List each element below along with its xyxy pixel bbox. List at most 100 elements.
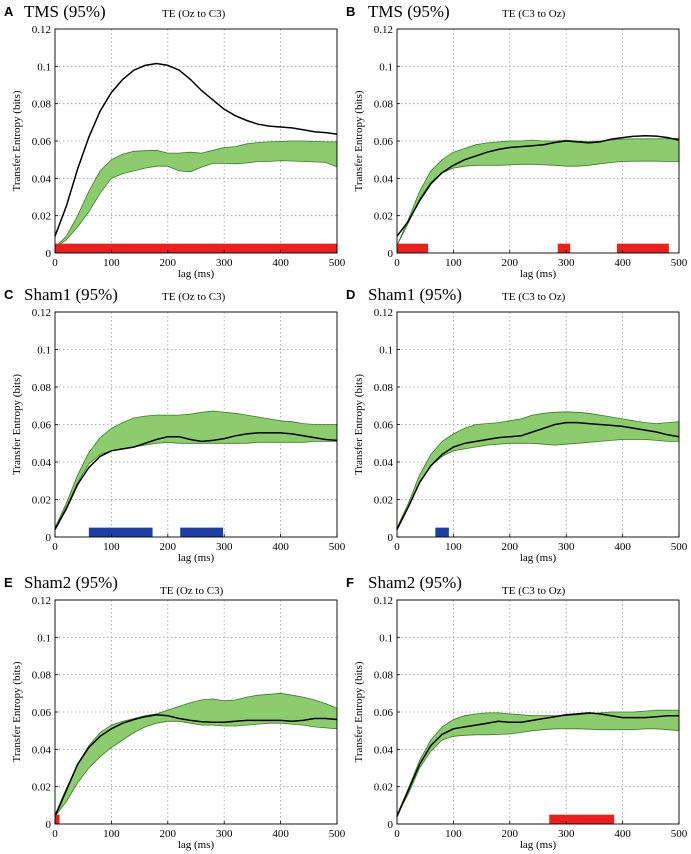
panel-c: C Sham1 (95%) TE (Oz to C3) 0 100 200 300 400 50…	[4, 285, 346, 564]
y-axis-label: Transfer Entropy (bits)	[353, 90, 365, 191]
y-tick-label: 0.04	[32, 744, 52, 756]
y-tick-label: 0.12	[32, 307, 51, 319]
y-tick-label: 0.04	[374, 457, 394, 469]
significance-bar	[549, 814, 615, 824]
y-tick-label: 0	[46, 819, 52, 831]
panel-subtitle: TE (Oz to C3)	[162, 291, 226, 303]
te-series-line	[396, 421, 680, 530]
y-tick-label: 0.12	[374, 24, 393, 36]
y-tick-label: 0.08	[32, 670, 52, 682]
panel-letter: D	[346, 287, 355, 302]
x-axis-label: lag (ms)	[178, 268, 215, 280]
y-tick-label: 0.04	[32, 457, 52, 469]
significance-bar	[397, 243, 429, 253]
x-axis-label: lag (ms)	[520, 552, 557, 564]
te-series-line	[396, 712, 679, 817]
y-tick-label: 0.12	[374, 307, 393, 319]
y-axis-label: Transfer Entropy (bits)	[11, 374, 23, 475]
x-tick-label: 100	[103, 541, 120, 553]
x-tick-label: 300	[216, 828, 233, 840]
x-tick-label: 500	[329, 541, 346, 553]
x-tick-label: 0	[52, 828, 58, 840]
surrogate-band	[396, 709, 680, 815]
panel-d: D Sham1 (95%) TE (C3 to Oz) 0 100 200 300 400 50…	[346, 285, 688, 564]
y-tick-label: 0.02	[32, 211, 51, 223]
significance-bar	[435, 527, 449, 537]
y-tick-label: 0	[388, 248, 394, 260]
x-tick-label: 200	[502, 828, 519, 840]
x-tick-label: 400	[272, 828, 289, 840]
y-tick-label: 0	[388, 532, 394, 544]
y-tick-label: 0.06	[374, 420, 394, 432]
x-tick-label: 0	[52, 541, 58, 553]
x-tick-label: 100	[445, 257, 462, 269]
x-tick-label: 200	[502, 257, 519, 269]
y-tick-label: 0.1	[37, 61, 51, 73]
x-tick-label: 400	[614, 828, 631, 840]
y-tick-label: 0.08	[374, 670, 394, 682]
x-axis-label: lag (ms)	[520, 268, 557, 280]
te-series-line	[54, 714, 338, 817]
x-tick-label: 400	[614, 257, 631, 269]
x-tick-label: 500	[671, 828, 688, 840]
y-tick-label: 0.06	[32, 420, 52, 432]
y-tick-label: 0.02	[374, 782, 393, 794]
x-tick-label: 500	[329, 257, 346, 269]
x-axis-label: lag (ms)	[520, 839, 557, 851]
y-tick-label: 0.1	[379, 345, 393, 357]
x-tick-label: 0	[394, 541, 400, 553]
x-tick-label: 500	[671, 541, 688, 553]
x-tick-label: 0	[394, 828, 400, 840]
x-tick-label: 200	[160, 541, 177, 553]
panel-subtitle: TE (C3 to Oz)	[502, 8, 566, 20]
x-tick-label: 200	[160, 828, 177, 840]
panel-title: TMS (95%)	[368, 2, 450, 21]
panel-title: Sham2 (95%)	[368, 573, 462, 592]
x-tick-label: 100	[103, 828, 120, 840]
panel-subtitle: TE (C3 to Oz)	[502, 585, 566, 597]
x-tick-label: 200	[160, 257, 177, 269]
surrogate-band	[396, 137, 680, 246]
x-tick-label: 200	[502, 541, 519, 553]
y-tick-label: 0	[388, 819, 394, 831]
te-series-line	[54, 432, 338, 530]
y-tick-label: 0.12	[32, 24, 51, 36]
panel-title: Sham1 (95%)	[24, 285, 118, 304]
x-tick-label: 400	[272, 257, 289, 269]
y-tick-label: 0.02	[32, 782, 51, 794]
x-tick-label: 100	[445, 541, 462, 553]
panel-letter: F	[346, 575, 354, 590]
y-tick-label: 0.1	[37, 345, 51, 357]
x-tick-label: 300	[216, 541, 233, 553]
y-tick-label: 0.06	[374, 707, 394, 719]
x-tick-label: 100	[103, 257, 120, 269]
x-tick-label: 300	[558, 541, 575, 553]
x-tick-label: 500	[329, 828, 346, 840]
significance-bar	[88, 527, 153, 537]
significance-bar	[616, 243, 669, 253]
y-tick-label: 0.04	[374, 744, 394, 756]
y-tick-label: 0.12	[374, 595, 393, 607]
y-tick-label: 0.1	[37, 632, 51, 644]
panel-title: Sham1 (95%)	[368, 285, 462, 304]
x-tick-label: 500	[671, 257, 688, 269]
panel-letter: B	[346, 4, 355, 19]
x-axis-label: lag (ms)	[178, 839, 215, 851]
y-tick-label: 0.02	[374, 211, 393, 223]
significance-bar	[55, 243, 337, 253]
y-tick-label: 0.08	[32, 382, 52, 394]
y-axis-label: Transfer Entropy (bits)	[353, 374, 365, 475]
panel-letter: A	[4, 4, 14, 19]
surrogate-band	[54, 140, 338, 248]
x-tick-label: 400	[614, 541, 631, 553]
panel-letter: E	[4, 575, 13, 590]
x-tick-label: 0	[394, 257, 400, 269]
panel-f: F Sham2 (95%) TE (C3 to Oz) 0 100 200 300 400 50…	[346, 573, 688, 851]
surrogate-band	[54, 410, 338, 528]
y-tick-label: 0.08	[374, 99, 394, 111]
panel-a: A TMS (95%) TE (Oz to C3) 0 100 200 300 400 500 0…	[4, 2, 346, 280]
surrogate-band	[54, 692, 338, 818]
y-axis-label: Transfer Entropy (bits)	[11, 661, 23, 762]
y-axis-label: Transfer Entropy (bits)	[11, 90, 23, 191]
